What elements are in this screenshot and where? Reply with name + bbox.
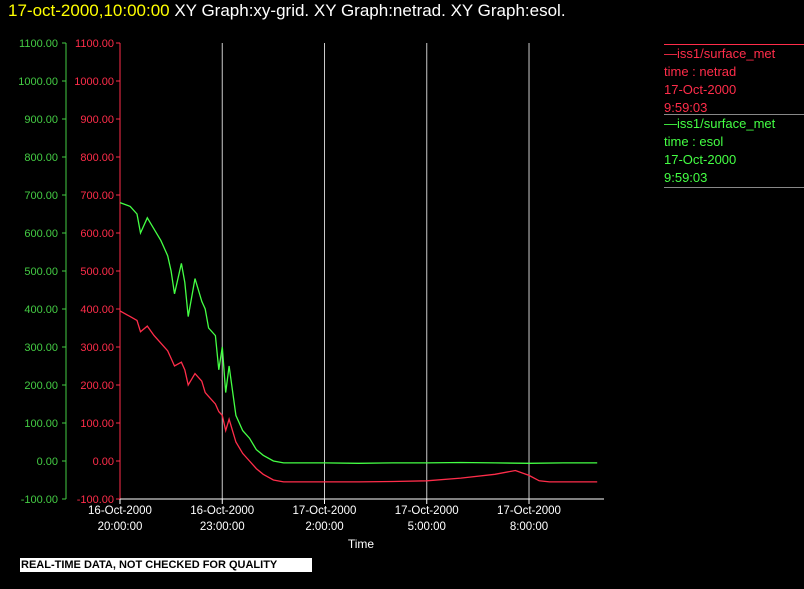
legend-netrad-time: 9:59:03 (664, 100, 708, 115)
legend-esol-time: 9:59:03 (664, 170, 708, 185)
x-tick-label-time: 8:00:00 (510, 521, 548, 533)
netrad-y-tick-label: 1000.00 (74, 76, 114, 88)
vertical-gridlines (221, 43, 530, 499)
graph-header: 17-oct-2000,10:00:00 XY Graph:xy-grid. X… (8, 1, 566, 21)
esol-y-tick-label: 900.00 (24, 114, 58, 126)
netrad-y-tick-label: 800.00 (80, 152, 114, 164)
netrad-y-tick-label: 300.00 (80, 342, 114, 354)
x-tick-label-date: 17-Oct-2000 (293, 505, 357, 517)
esol-y-tick-label: 200.00 (24, 380, 58, 392)
esol-y-tick-label: 1100.00 (19, 38, 58, 50)
time-x-axis: 16-Oct-2000 20:00:00 16-Oct-2000 23:00:00 17… (88, 498, 604, 533)
netrad-y-tick-label: -100.00 (77, 494, 114, 506)
netrad-y-tick-label: 900.00 (80, 114, 114, 126)
legend-netrad-source: —iss1/surface_met (664, 46, 776, 61)
legend-esol-source: —iss1/surface_met (664, 116, 776, 131)
x-tick-label-date: 16-Oct-2000 (88, 505, 152, 517)
x-tick-label-date: 16-Oct-2000 (190, 505, 254, 517)
esol-series-line (119, 201, 598, 464)
quality-notice: REAL-TIME DATA, NOT CHECKED FOR QUALITY (20, 558, 312, 572)
netrad-y-tick-label: 200.00 (80, 380, 114, 392)
esol-y-tick-label: -100.00 (21, 494, 58, 506)
esol-y-tick-label: 100.00 (24, 418, 58, 430)
x-tick-label-time: 2:00:00 (305, 521, 343, 533)
esol-y-tick-label: 800.00 (24, 152, 58, 164)
legend-esol: —iss1/surface_met time : esol 17-Oct-200… (664, 114, 804, 188)
esol-y-tick-label: 0.00 (37, 456, 58, 468)
esol-y-tick-label: 600.00 (24, 228, 58, 240)
header-timestamp: 17-oct-2000,10:00:00 (8, 1, 170, 20)
legend-netrad-var: time : netrad (664, 64, 737, 79)
netrad-y-tick-label: 100.00 (80, 418, 114, 430)
netrad-y-tick-label: 700.00 (80, 190, 114, 202)
x-tick-label-date: 17-Oct-2000 (497, 505, 561, 517)
header-graph-list: XY Graph:xy-grid. XY Graph:netrad. XY Gr… (169, 1, 566, 20)
esol-y-tick-label: 500.00 (24, 266, 58, 278)
esol-y-axis: -100.00 0.00 100.00 200.00 300.00 400.00 500.0… (18, 38, 67, 506)
esol-y-tick-label: 700.00 (24, 190, 58, 202)
x-axis-label: Time (348, 537, 375, 551)
esol-y-tick-label: 400.00 (24, 304, 58, 316)
netrad-y-tick-label: 1100.00 (75, 38, 114, 50)
netrad-y-tick-label: 0.00 (93, 456, 114, 468)
series-lines (119, 201, 598, 483)
esol-y-tick-label: 300.00 (24, 342, 58, 354)
legend-esol-date: 17-Oct-2000 (664, 152, 737, 167)
netrad-y-tick-label: 600.00 (80, 228, 114, 240)
x-tick-label-time: 20:00:00 (98, 521, 143, 533)
netrad-y-axis: -100.00 0.00 100.00 200.00 300.00 400.00 500.0… (74, 38, 121, 506)
netrad-y-tick-label: 400.00 (80, 304, 114, 316)
x-tick-label-time: 23:00:00 (200, 521, 245, 533)
legend-netrad-date: 17-Oct-2000 (664, 82, 737, 97)
legend-esol-var: time : esol (664, 134, 724, 149)
x-tick-label-date: 17-Oct-2000 (395, 505, 459, 517)
esol-y-tick-label: 1000.00 (18, 76, 58, 88)
x-tick-label-time: 5:00:00 (408, 521, 446, 533)
netrad-series-line (119, 310, 598, 483)
legend-netrad: —iss1/surface_met time : netrad 17-Oct-2… (664, 44, 804, 117)
netrad-y-tick-label: 500.00 (80, 266, 114, 278)
